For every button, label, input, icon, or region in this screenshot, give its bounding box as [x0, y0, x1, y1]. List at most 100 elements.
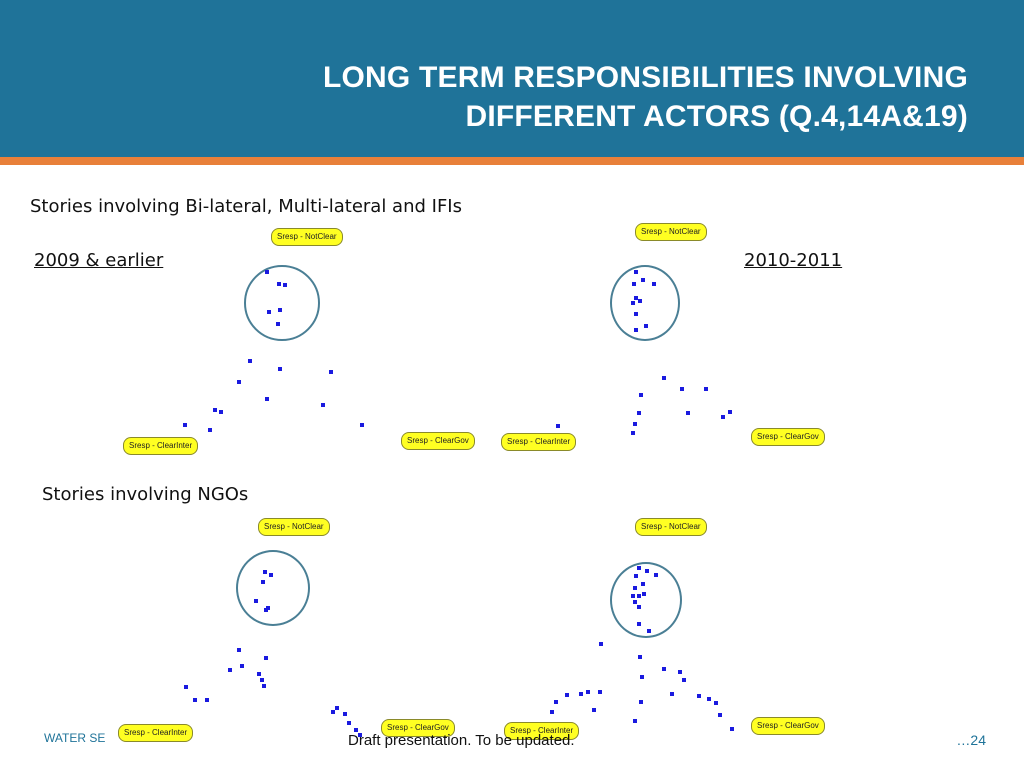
data-point: [682, 678, 686, 682]
section-label-ngo: Stories involving NGOs: [42, 484, 249, 505]
tag-clear-inter: Sresp - ClearInter: [118, 724, 194, 742]
slide-title-line1: LONG TERM RESPONSIBILITIES INVOLVING: [322, 61, 968, 94]
footer-page-number: …24: [956, 732, 986, 748]
data-point: [183, 423, 187, 427]
data-point: [237, 380, 241, 384]
slide-title: LONG TERM RESPONSIBILITIES INVOLVING DIF…: [168, 58, 968, 136]
tag-clear-gov: Sresp - ClearGov: [381, 719, 455, 737]
data-point: [264, 608, 268, 612]
data-point: [321, 403, 325, 407]
data-point: [662, 376, 666, 380]
tag-clear-inter: Sresp - ClearInter: [501, 433, 577, 451]
data-point: [599, 642, 603, 646]
data-point: [647, 629, 651, 633]
slide-title-line2: DIFFERENT ACTORS (Q.4,14A&19): [465, 100, 968, 133]
data-point: [637, 622, 641, 626]
data-point: [637, 605, 641, 609]
data-point: [634, 270, 638, 274]
data-point: [680, 387, 684, 391]
data-point: [638, 299, 642, 303]
tag-clear-inter: Sresp - ClearInter: [123, 437, 199, 455]
data-point: [269, 573, 273, 577]
data-point: [237, 648, 241, 652]
data-point: [331, 710, 335, 714]
data-point: [637, 411, 641, 415]
tag-clear-gov: Sresp - ClearGov: [401, 432, 475, 450]
header-bar: [0, 0, 1024, 157]
data-point: [276, 322, 280, 326]
data-point: [730, 727, 734, 731]
data-point: [329, 370, 333, 374]
tag-not-clear: Sresp - NotClear: [635, 223, 707, 241]
data-point: [645, 569, 649, 573]
data-point: [642, 592, 646, 596]
data-point: [228, 668, 232, 672]
data-point: [641, 582, 645, 586]
data-point: [193, 698, 197, 702]
data-point: [205, 698, 209, 702]
data-point: [277, 282, 281, 286]
data-point: [264, 656, 268, 660]
data-point: [644, 324, 648, 328]
tag-not-clear: Sresp - NotClear: [258, 518, 330, 536]
data-point: [631, 594, 635, 598]
data-point: [550, 710, 554, 714]
highlight-circle: [610, 562, 682, 638]
data-point: [265, 270, 269, 274]
data-point: [634, 296, 638, 300]
data-point: [662, 667, 666, 671]
data-point: [633, 600, 637, 604]
data-point: [213, 408, 217, 412]
highlight-circle: [244, 265, 320, 341]
data-point: [592, 708, 596, 712]
footer-draft-note: Draft presentation. To be updated.: [348, 732, 575, 749]
data-point: [261, 580, 265, 584]
data-point: [728, 410, 732, 414]
data-point: [633, 719, 637, 723]
data-point: [248, 359, 252, 363]
period-label-2009: 2009 & earlier: [34, 250, 164, 271]
data-point: [257, 672, 261, 676]
data-point: [263, 570, 267, 574]
data-point: [631, 431, 635, 435]
data-point: [283, 283, 287, 287]
data-point: [714, 701, 718, 705]
data-point: [686, 411, 690, 415]
highlight-circle: [236, 550, 310, 626]
tag-clear-inter: Sresp - ClearInter: [504, 722, 580, 740]
tag-not-clear: Sresp - NotClear: [635, 518, 707, 536]
data-point: [634, 328, 638, 332]
data-point: [265, 397, 269, 401]
data-point: [267, 310, 271, 314]
data-point: [721, 415, 725, 419]
data-point: [240, 664, 244, 668]
data-point: [335, 706, 339, 710]
data-point: [262, 684, 266, 688]
data-point: [634, 312, 638, 316]
data-point: [678, 670, 682, 674]
data-point: [632, 282, 636, 286]
data-point: [598, 690, 602, 694]
data-point: [637, 594, 641, 598]
data-point: [704, 387, 708, 391]
data-point: [707, 697, 711, 701]
period-label-2010: 2010-2011: [744, 250, 843, 271]
data-point: [641, 278, 645, 282]
data-point: [633, 422, 637, 426]
data-point: [554, 700, 558, 704]
data-point: [579, 692, 583, 696]
data-point: [266, 606, 270, 610]
tag-not-clear: Sresp - NotClear: [271, 228, 343, 246]
data-point: [697, 694, 701, 698]
data-point: [638, 655, 642, 659]
data-point: [654, 573, 658, 577]
header-accent-stripe: [0, 157, 1024, 165]
data-point: [358, 733, 362, 737]
data-point: [184, 685, 188, 689]
tag-clear-gov: Sresp - ClearGov: [751, 428, 825, 446]
footer-organization: WATER SE: [44, 731, 106, 745]
